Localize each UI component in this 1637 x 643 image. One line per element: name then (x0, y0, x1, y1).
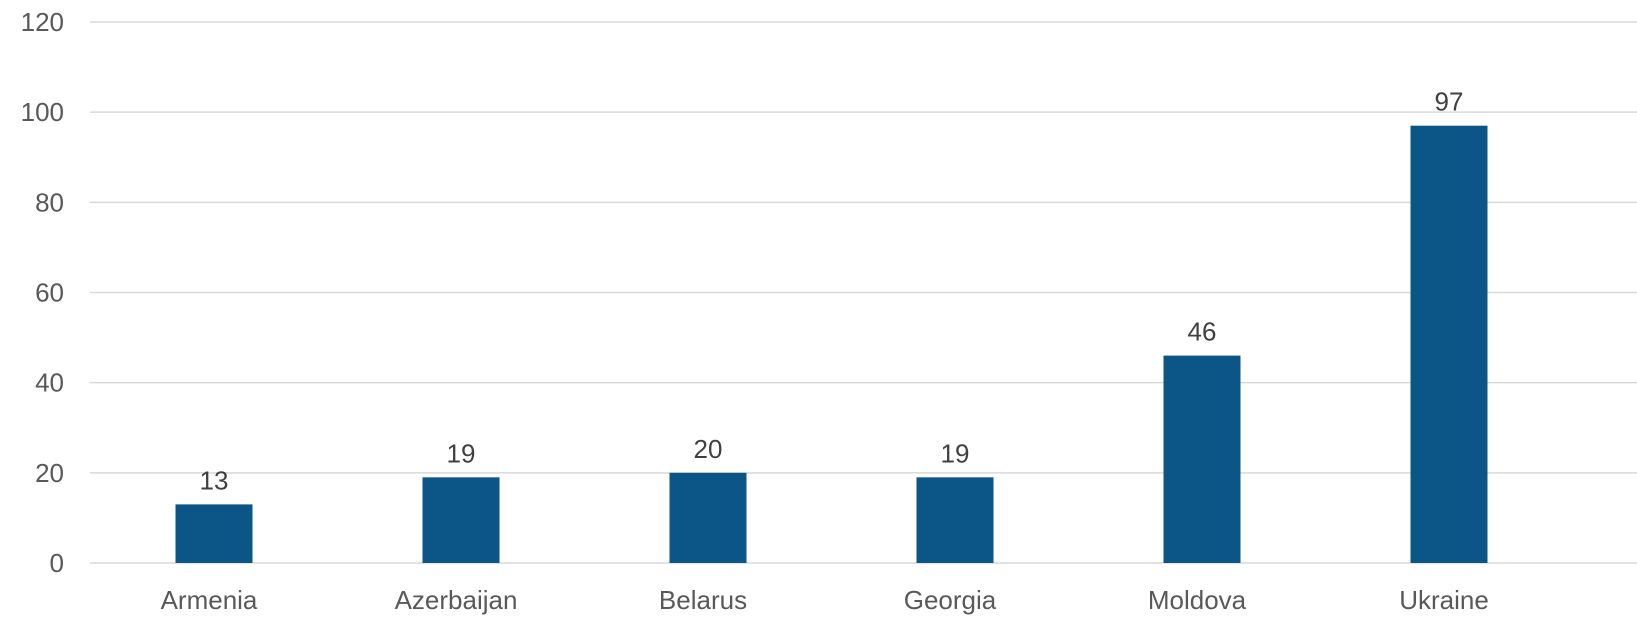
bar-georgia (916, 477, 994, 563)
data-label-azerbaijan: 19 (447, 438, 476, 468)
data-labels: 13 19 20 19 46 97 (200, 87, 1464, 496)
y-tick-label: 20 (35, 458, 64, 488)
y-tick-label: 80 (35, 187, 64, 217)
bar-azerbaijan (422, 477, 500, 563)
category-label-azerbaijan: Azerbaijan (395, 585, 518, 615)
category-label-armenia: Armenia (161, 585, 258, 615)
category-labels: Armenia Azerbaijan Belarus Georgia Moldova Uk… (161, 585, 1489, 615)
data-label-georgia: 19 (941, 438, 970, 468)
data-label-armenia: 13 (200, 465, 229, 495)
bars (175, 125, 1488, 564)
bar-armenia (175, 504, 253, 563)
category-label-georgia: Georgia (904, 585, 997, 615)
y-tick-label: 120 (21, 7, 64, 37)
category-label-moldova: Moldova (1148, 585, 1247, 615)
y-tick-label: 100 (21, 97, 64, 127)
y-axis-ticks: 0 20 40 60 80 100 120 (21, 7, 64, 578)
bar-belarus (669, 472, 747, 563)
y-tick-label: 60 (35, 278, 64, 308)
y-tick-label: 40 (35, 368, 64, 398)
bar-moldova (1163, 355, 1241, 563)
category-label-belarus: Belarus (659, 585, 747, 615)
data-label-moldova: 46 (1188, 317, 1217, 347)
data-label-belarus: 20 (694, 434, 723, 464)
category-label-ukraine: Ukraine (1399, 585, 1489, 615)
bar-ukraine (1410, 125, 1488, 564)
grid-layer (90, 21, 1637, 564)
y-tick-label: 0 (50, 548, 64, 578)
data-label-ukraine: 97 (1435, 87, 1464, 117)
